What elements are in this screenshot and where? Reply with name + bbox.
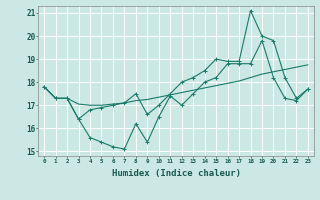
X-axis label: Humidex (Indice chaleur): Humidex (Indice chaleur) xyxy=(111,169,241,178)
